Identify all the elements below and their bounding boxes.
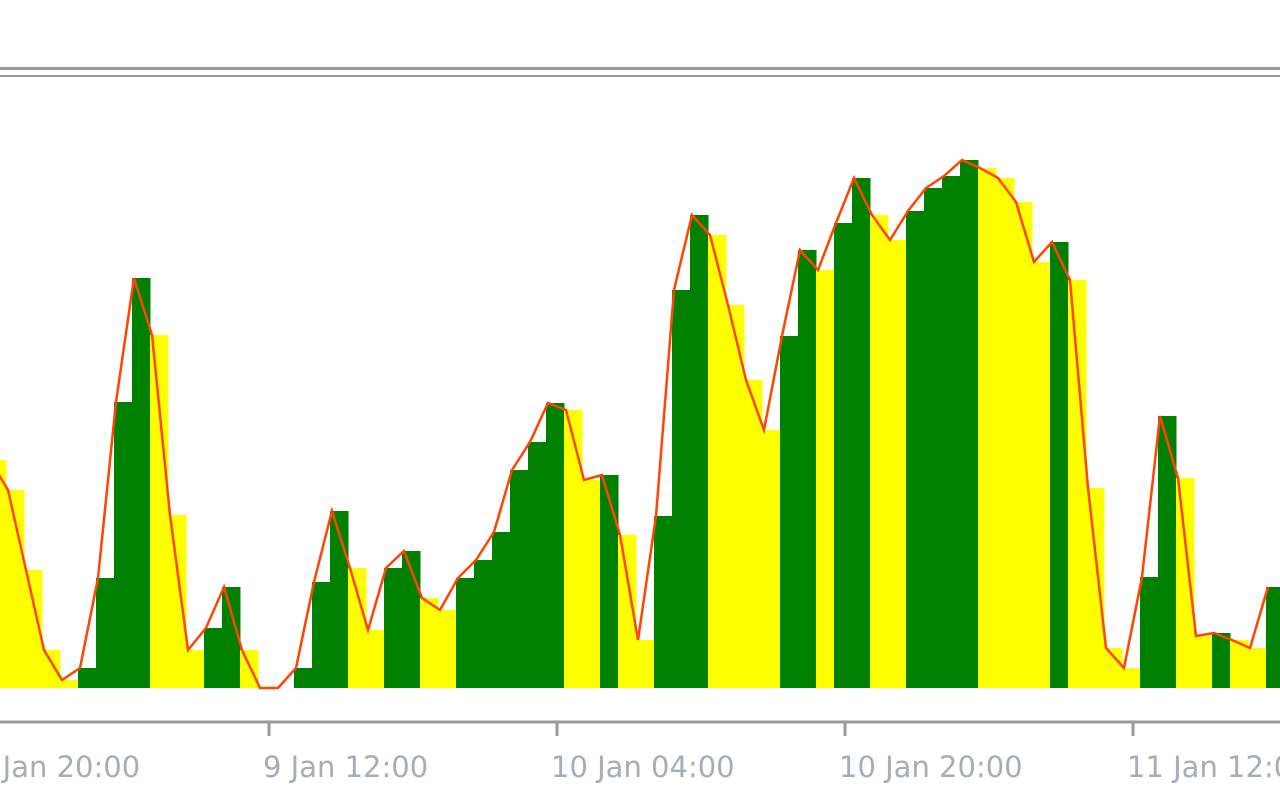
bar (348, 568, 367, 688)
bar (1104, 648, 1123, 688)
bar (1158, 416, 1177, 688)
bar (330, 511, 349, 688)
bar (132, 278, 151, 688)
bar (1050, 242, 1069, 688)
bar (42, 650, 61, 688)
x-axis: 8 Jan 20:00 9 Jan 12:00 10 Jan 04:00 10 Jan… (0, 722, 1280, 784)
bar (744, 380, 763, 688)
line (0, 158, 1270, 690)
bar (312, 582, 331, 688)
bar (906, 211, 925, 688)
x-tick-label: 10 Jan 04:00 (551, 750, 735, 784)
overlay (0, 158, 1270, 690)
bar (780, 336, 799, 688)
bar (888, 240, 907, 688)
bar (366, 630, 385, 688)
bar (582, 480, 601, 688)
bar (960, 160, 979, 688)
bar (456, 578, 475, 688)
bar (1122, 668, 1141, 688)
bar (834, 223, 853, 688)
bar (924, 188, 943, 688)
bar (636, 640, 655, 688)
bar (564, 410, 583, 688)
bar (474, 560, 493, 688)
x-tick-label: 11 Jan 12:00 (1127, 750, 1280, 784)
bar (0, 460, 7, 688)
bar (654, 516, 673, 688)
bar (1140, 577, 1159, 688)
bar (186, 650, 205, 688)
bar (528, 442, 547, 688)
bar (96, 578, 115, 688)
bar (222, 587, 241, 688)
bar (24, 570, 43, 688)
bar (492, 532, 511, 688)
x-tick-label: 10 Jan 20:00 (839, 750, 1023, 784)
bars (0, 160, 1280, 688)
bar (78, 668, 97, 688)
bar (150, 335, 169, 688)
bar (438, 610, 457, 688)
bar (1194, 636, 1213, 688)
bar (1248, 648, 1267, 688)
bar (1212, 633, 1231, 688)
x-tick-label: 8 Jan 20:00 (0, 750, 140, 784)
bar (1014, 202, 1033, 688)
bar (1230, 640, 1249, 688)
bar (726, 305, 745, 688)
bar (204, 628, 223, 688)
bar (1086, 488, 1105, 688)
bar (978, 168, 997, 688)
bar (114, 402, 133, 688)
bar (294, 668, 313, 688)
bar (60, 680, 79, 688)
bar (942, 176, 961, 688)
x-tick-label: 9 Jan 12:00 (263, 750, 428, 784)
bar (672, 290, 691, 688)
bar (816, 270, 835, 688)
bar (870, 215, 889, 688)
bar (762, 430, 781, 688)
bar (1266, 587, 1280, 688)
bar (168, 515, 187, 688)
bar (510, 470, 529, 688)
bar (1032, 262, 1051, 688)
bar (546, 403, 565, 688)
bar (618, 535, 637, 688)
bar (798, 250, 817, 688)
bar (384, 568, 403, 688)
bar (420, 598, 439, 688)
bar (1176, 478, 1195, 688)
bar (852, 178, 871, 688)
bar (708, 235, 727, 688)
bar (600, 475, 619, 688)
bar (996, 178, 1015, 688)
bar (690, 215, 709, 688)
bar (240, 650, 259, 688)
bar (1068, 280, 1087, 688)
